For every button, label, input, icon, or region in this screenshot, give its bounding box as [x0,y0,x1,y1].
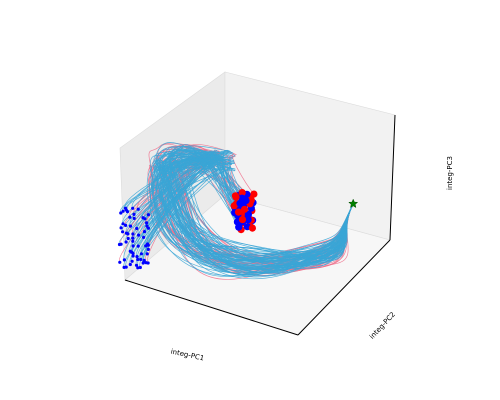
start-star-marker [348,198,359,209]
endpoint-marker [242,197,250,205]
endpoint-marker [131,244,135,248]
endpoint-marker [241,205,249,213]
endpoint-marker [124,208,128,212]
endpoint-marker [145,221,149,225]
endpoint-marker [131,232,135,236]
y-axis-line [297,239,391,336]
trajectory-line [123,149,354,268]
endpoint-marker [145,252,149,256]
endpoint-marker [244,216,252,224]
endpoint-marker [136,207,140,211]
endpoint-marker [139,257,143,262]
endpoint-markers [117,189,359,270]
endpoint-marker [138,265,142,270]
endpoint-marker [142,260,146,264]
endpoint-marker [238,216,247,224]
endpoint-marker [146,213,150,217]
endpoint-marker [137,233,141,237]
endpoint-marker [128,224,133,228]
trajectory-line [154,157,354,267]
endpoint-marker [135,255,139,259]
endpoint-marker [128,215,132,219]
endpoint-marker [128,249,132,253]
trajectory-line [143,153,354,267]
endpoint-marker [122,265,126,269]
endpoint-marker [144,244,148,248]
endpoint-marker [121,230,125,234]
trajectory-line [135,162,354,271]
endpoint-marker [130,259,134,263]
endpoint-marker [132,212,136,216]
endpoint-marker [134,263,139,267]
endpoint-marker [119,211,123,215]
endpoint-marker [126,232,130,236]
trajectory-line [142,148,354,264]
x-axis-line [124,279,299,336]
endpoint-marker [136,266,140,270]
trajectory-line [163,150,354,257]
z-axis-label: integ-PC3 [446,156,454,190]
endpoint-marker [128,262,132,267]
x-axis-label: integ-PC1 [170,348,205,363]
endpoint-marker [131,206,135,210]
trajectories [119,142,354,280]
trajectory-line [125,146,354,274]
endpoint-marker [142,235,146,239]
endpoint-marker [126,236,130,241]
endpoint-marker [136,244,140,248]
endpoint-marker [117,242,122,247]
endpoint-marker [132,216,136,220]
endpoint-marker [118,260,122,264]
endpoint-marker [238,189,246,197]
endpoint-marker [131,254,135,258]
y-axis-label: integ-PC2 [368,310,397,340]
endpoint-marker [131,236,135,240]
trajectory-line [144,152,354,271]
endpoint-marker [119,226,123,230]
endpoint-marker [122,258,126,262]
trajectory-line [137,153,354,274]
z-axis-line [389,114,396,241]
endpoint-marker [146,226,150,230]
endpoint-marker [142,230,147,234]
endpoint-marker [139,252,143,256]
endpoint-marker [146,261,150,265]
endpoint-marker [232,193,240,201]
endpoint-marker [230,202,238,210]
trajectory-line [131,154,354,262]
endpoint-marker [124,240,128,244]
endpoint-marker [248,224,256,232]
endpoint-marker [121,222,125,226]
axes-lines [124,114,396,336]
endpoint-marker [234,208,243,216]
endpoint-marker [135,226,139,231]
endpoint-marker [136,257,140,262]
endpoint-marker [141,216,145,220]
endpoint-marker [121,209,125,213]
endpoint-marker [124,223,128,227]
endpoint-marker [146,247,150,251]
endpoint-marker [131,239,135,243]
